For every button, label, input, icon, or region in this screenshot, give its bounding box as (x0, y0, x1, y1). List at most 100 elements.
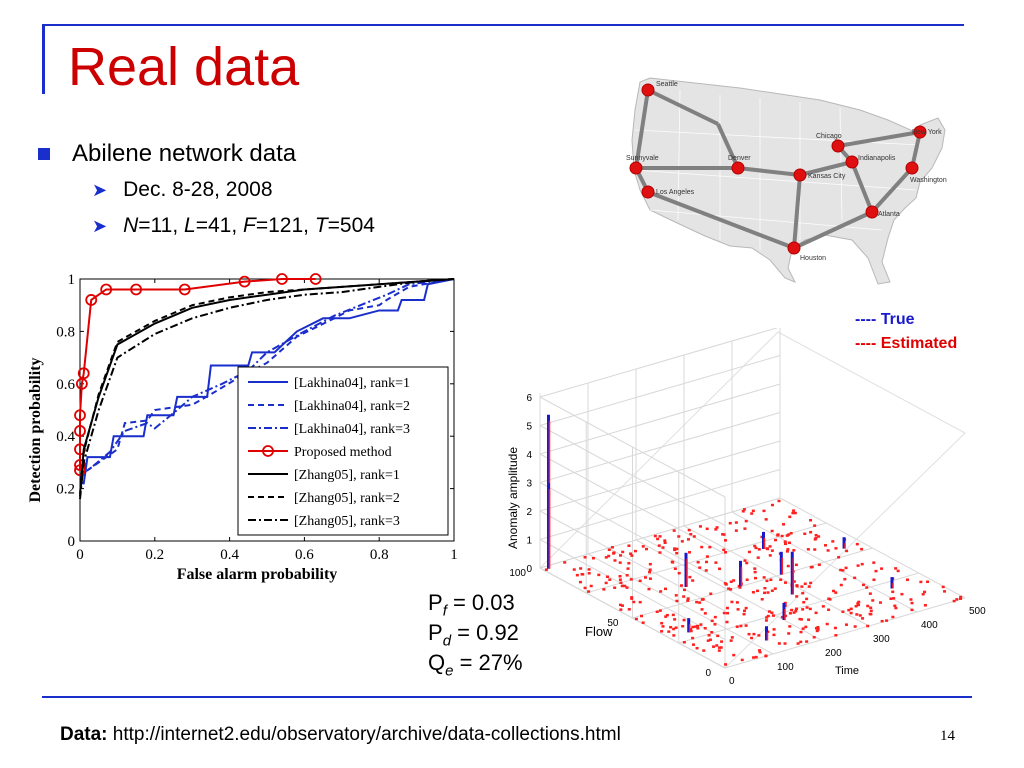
label-houston: Houston (800, 255, 826, 262)
estimated-point (857, 603, 861, 607)
legend-entry: [Lakhina04], rank=3 (294, 422, 410, 437)
legend-entry: [Zhang05], rank=2 (294, 491, 400, 506)
estimated-point (572, 568, 576, 571)
estimated-point (744, 606, 748, 610)
estimated-point (799, 640, 803, 644)
estimated-point (619, 608, 623, 611)
estimated-point (770, 589, 774, 592)
page-number: 14 (940, 728, 955, 744)
estimated-point (941, 585, 945, 589)
estimated-point (809, 519, 813, 522)
estimated-point (959, 597, 963, 600)
estimated-point (641, 545, 645, 548)
data-point (85, 294, 98, 306)
data-point (74, 464, 86, 477)
estimated-point (788, 612, 792, 615)
estimated-point (742, 508, 746, 511)
estimated-point (810, 565, 814, 569)
estimated-point (869, 612, 873, 616)
floor-grid-line (678, 572, 919, 644)
label-denver: Denver (728, 155, 751, 162)
estimated-point (855, 613, 859, 616)
estimated-point (801, 591, 805, 595)
estimated-point (791, 511, 795, 515)
estimated-point (645, 547, 649, 551)
estimated-point (885, 619, 889, 622)
estimated-point (773, 587, 777, 590)
time-tick-label: 0 (729, 676, 735, 687)
estimated-point (774, 538, 778, 542)
estimated-point (804, 625, 808, 629)
estimated-point (764, 619, 768, 622)
zlabel: Anomaly amplitude (506, 447, 520, 549)
estimated-point (849, 611, 853, 615)
wall-grid-line (539, 440, 781, 512)
estimated-point (604, 581, 608, 585)
estimated-point (786, 548, 790, 551)
estimated-point (926, 580, 930, 584)
estimated-point (805, 640, 809, 643)
estimated-point (952, 599, 956, 603)
estimated-point (910, 608, 914, 612)
estimated-point (787, 541, 791, 545)
estimated-point (833, 626, 837, 630)
data-point (238, 275, 251, 288)
estimated-point (861, 617, 865, 620)
estimated-point (814, 611, 818, 615)
bullet-params: ➤ N=11, L=41, F=121, T=504 (92, 214, 375, 238)
flow-tick-label: 0 (705, 668, 711, 679)
footer-url[interactable]: http://internet2.edu/observatory/archive… (112, 724, 621, 745)
estimated-point (760, 535, 764, 539)
estimated-point (618, 574, 622, 578)
estimated-point (724, 551, 728, 554)
estimated-point (794, 563, 798, 567)
estimated-point (630, 554, 634, 557)
estimated-point (795, 585, 799, 588)
estimated-point (717, 649, 721, 652)
estimated-point (663, 539, 667, 542)
estimated-point (673, 547, 677, 550)
estimated-point (844, 623, 848, 626)
estimated-point (832, 589, 836, 593)
estimated-point (722, 611, 726, 615)
estimated-point (563, 561, 567, 564)
estimated-point (739, 624, 743, 628)
estimated-point (660, 621, 664, 625)
estimated-point (658, 609, 662, 612)
estimated-point (673, 567, 677, 570)
estimated-point (729, 588, 733, 591)
estimated-point (783, 642, 787, 645)
label-los-angeles: Los Angeles (656, 189, 695, 196)
arrow-bullet-icon: ➤ (92, 215, 108, 236)
estimated-point (803, 532, 807, 536)
wall-grid-line (539, 412, 781, 483)
estimated-point (619, 581, 623, 585)
estimated-point (692, 643, 696, 646)
bullet-text: Abilene network data (72, 140, 297, 167)
estimated-point (643, 576, 647, 579)
estimated-point (821, 605, 825, 608)
estimated-point (729, 580, 733, 584)
estimated-point (834, 634, 838, 637)
estimated-point (579, 567, 583, 570)
z-tick-label: 6 (526, 393, 532, 404)
wall-grid-line (539, 497, 781, 569)
estimated-point (919, 580, 923, 584)
estimated-point (827, 597, 831, 600)
estimated-point (765, 579, 769, 583)
y-axis-label: Detection probability (27, 357, 44, 502)
estimated-point (855, 542, 859, 546)
estimated-point (625, 574, 629, 577)
legend-entry: [Zhang05], rank=1 (294, 468, 400, 483)
estimated-point (794, 607, 798, 611)
estimated-point (715, 526, 719, 529)
estimated-point (744, 624, 748, 627)
legend-entry: [Lakhina04], rank=2 (294, 399, 410, 414)
estimated-point (753, 570, 757, 574)
estimated-point (689, 629, 693, 633)
estimated-point (700, 608, 704, 611)
estimated-point (744, 519, 748, 523)
estimated-point (825, 622, 829, 626)
estimated-point (796, 642, 800, 645)
estimated-point (943, 590, 947, 593)
